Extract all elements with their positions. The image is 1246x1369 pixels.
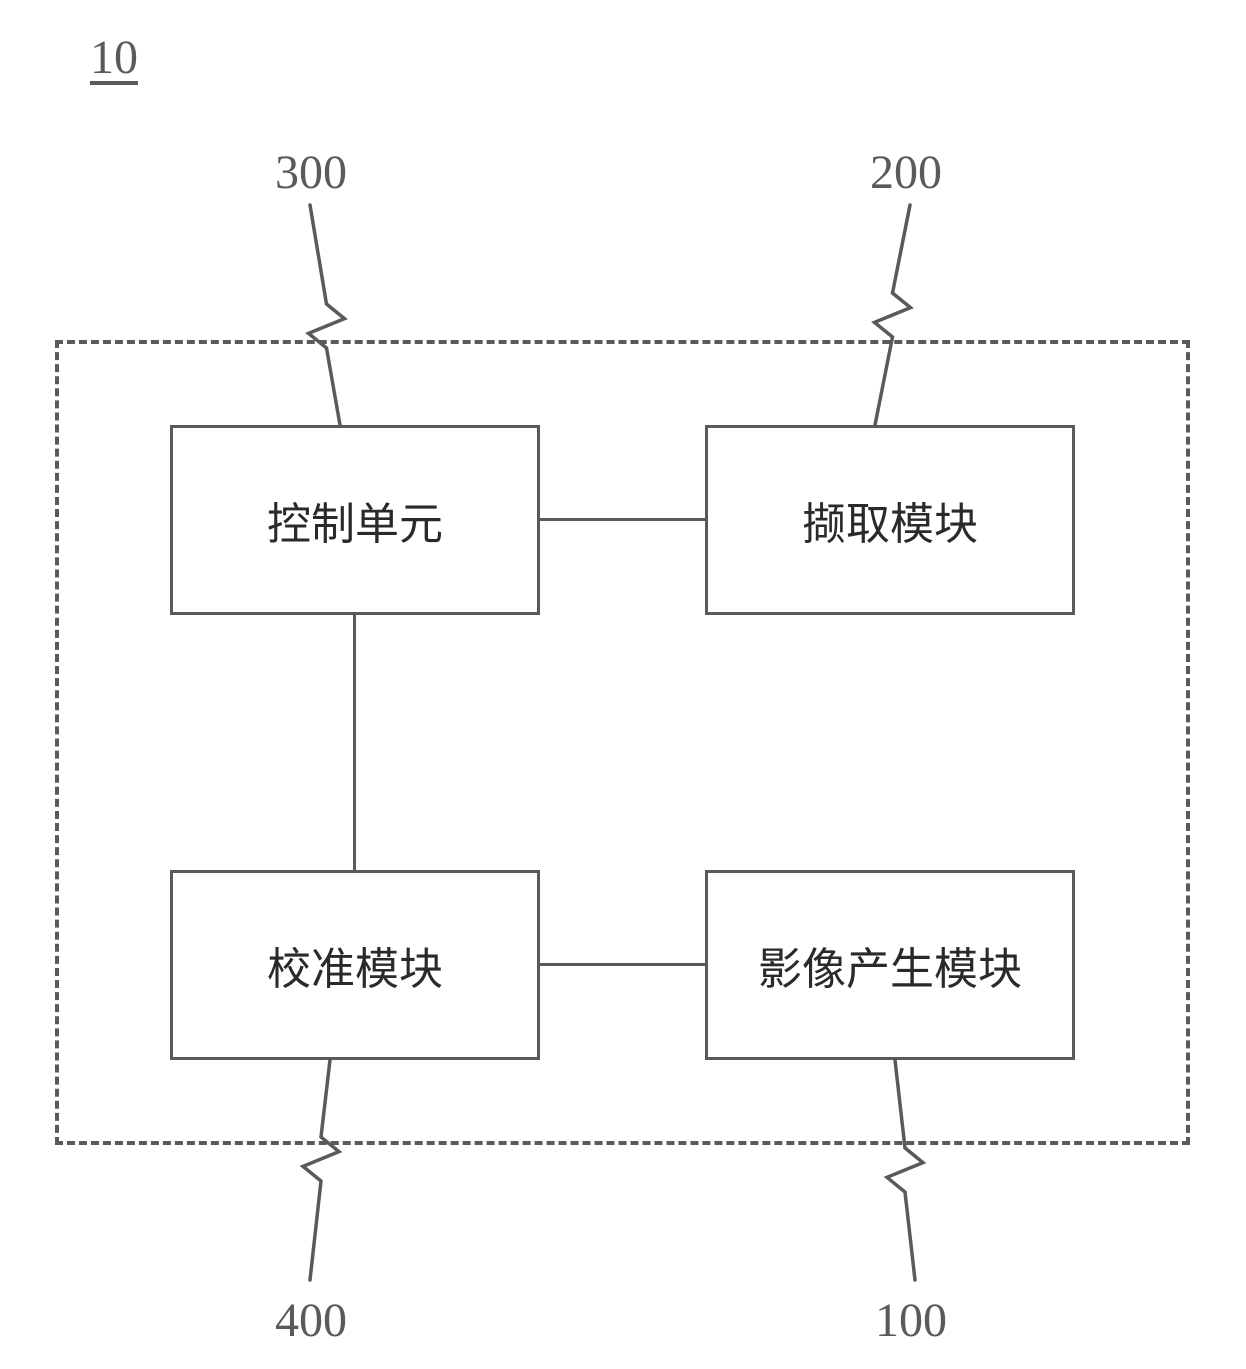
connector-v1: [353, 615, 356, 870]
leader-100: [865, 1030, 945, 1310]
leader-400: [280, 1030, 360, 1310]
figure-id-label: 10: [90, 30, 138, 85]
connector-h1: [540, 518, 705, 521]
leader-300: [280, 175, 370, 455]
block-image-gen-module-label: 影像产生模块: [758, 933, 1022, 997]
block-calibration-module-label: 校准模块: [267, 933, 443, 997]
leader-200: [845, 175, 940, 455]
block-control-unit-label: 控制单元: [267, 488, 443, 552]
connector-h2: [540, 963, 705, 966]
block-capture-module-label: 撷取模块: [802, 488, 978, 552]
